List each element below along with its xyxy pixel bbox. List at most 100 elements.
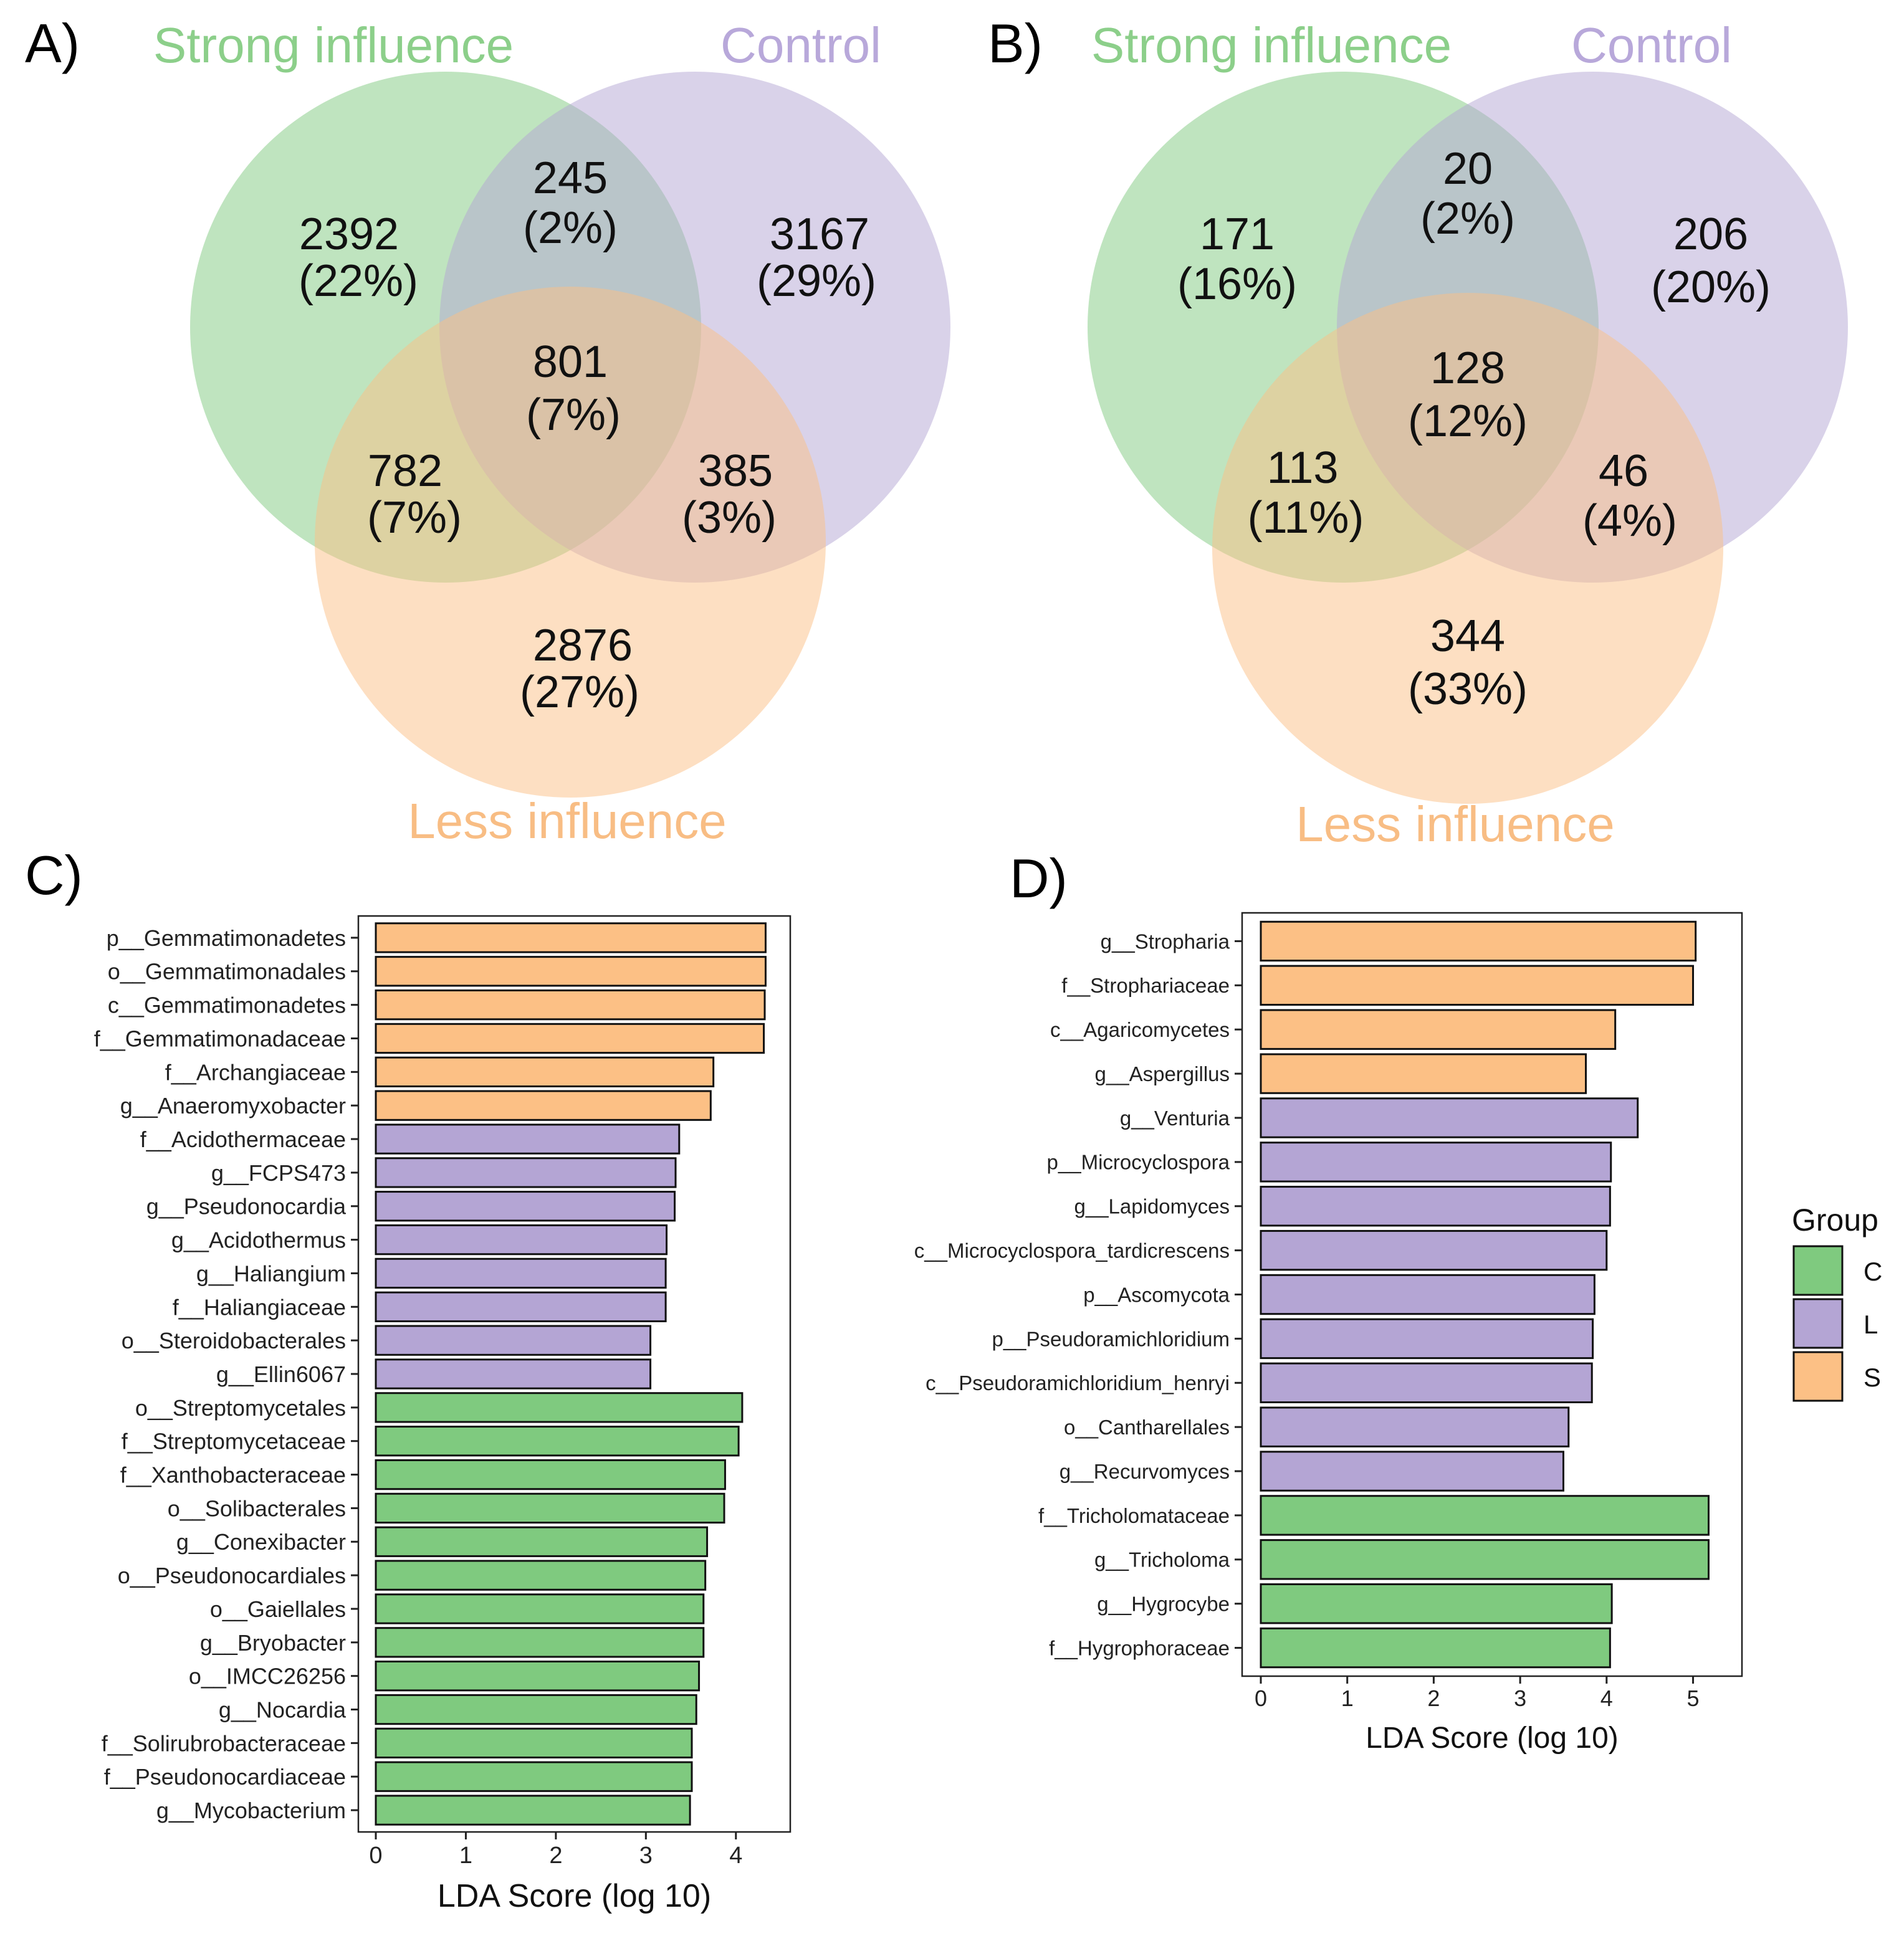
chart-c-x-axis-title: LDA Score (log 10) xyxy=(438,1878,711,1914)
panel-label-d: D) xyxy=(1010,847,1068,909)
chart-c-bar xyxy=(375,1426,740,1457)
venn-a-pct-control-only: (29%) xyxy=(757,256,876,306)
chart-c-bar xyxy=(375,1191,676,1222)
chart-d-y-label: c__Microcyclospora_tardicrescens xyxy=(914,1239,1230,1262)
venn-b-count-less-only: 344 xyxy=(1430,611,1505,661)
chart-c-bar xyxy=(375,1358,652,1390)
chart-d-y-label: f__Tricholomataceae xyxy=(1038,1504,1230,1527)
chart-d-x-tick-label: 1 xyxy=(1341,1686,1354,1711)
legend-title: Group xyxy=(1792,1203,1878,1237)
venn-a-pct-less-only: (27%) xyxy=(520,667,639,717)
chart-d-bar xyxy=(1260,1583,1613,1624)
chart-c-bar xyxy=(375,1459,726,1490)
chart-d-bar xyxy=(1260,1362,1593,1403)
chart-d-bar xyxy=(1260,1318,1594,1360)
chart-c-bar xyxy=(375,1257,667,1289)
chart-c-y-label: f__Solirubrobacteraceae xyxy=(102,1730,346,1756)
chart-c-y-label: o__Gemmatimonadales xyxy=(108,959,346,985)
chart-d-bar xyxy=(1260,1142,1612,1183)
chart-c-y-label: g__Nocardia xyxy=(219,1697,347,1722)
venn-b-pct-control-less: (4%) xyxy=(1582,496,1677,546)
chart-d-y-label: o__Cantharellales xyxy=(1064,1416,1230,1439)
chart-c-bar xyxy=(375,1056,715,1087)
panel-label-b: B) xyxy=(988,12,1043,74)
lda-chart-c: p__Gemmatimonadetes o__Gemmatimonadales c_… xyxy=(94,915,792,1914)
venn-b-pct-control-only: (20%) xyxy=(1651,262,1771,312)
lda-chart-d: g__Stropharia f__Strophariaceae c__Agarico… xyxy=(914,912,1743,1755)
venn-a-pct-strong-less: (7%) xyxy=(367,493,462,543)
chart-c-y-label: g__Conexibacter xyxy=(176,1529,346,1555)
venn-b-circle-less xyxy=(1212,293,1723,804)
chart-d-y-label: g__Lapidomyces xyxy=(1074,1195,1230,1218)
venn-a-pct-strong-control: (2%) xyxy=(523,203,618,253)
chart-c-bar xyxy=(375,1325,652,1356)
venn-b-count-all: 128 xyxy=(1430,343,1505,393)
legend-swatch-l xyxy=(1792,1298,1844,1349)
group-legend: Group C L S xyxy=(1792,1203,1882,1402)
chart-d-y-label: g__Aspergillus xyxy=(1095,1062,1230,1085)
chart-d-y-label: g__Venturia xyxy=(1120,1107,1230,1130)
chart-c-bar xyxy=(375,1123,681,1155)
chart-c-y-label: o__Streptomycetales xyxy=(135,1395,346,1421)
legend-label-c: C xyxy=(1863,1257,1882,1286)
chart-c-y-label: g__FCPS473 xyxy=(211,1160,346,1186)
chart-c-y-label: g__Mycobacterium xyxy=(156,1798,346,1823)
chart-c-y-label: f__Streptomycetaceae xyxy=(122,1429,346,1454)
chart-d-bar xyxy=(1260,1451,1564,1492)
chart-c-x-tick-label: 0 xyxy=(369,1843,382,1869)
venn-b-count-control-only: 206 xyxy=(1673,209,1748,259)
chart-c-bar xyxy=(375,1392,744,1423)
chart-d-y-label: p__Ascomycota xyxy=(1083,1283,1230,1306)
chart-c-y-label: g__Bryobacter xyxy=(200,1630,346,1656)
chart-c-bar xyxy=(375,922,767,953)
chart-c-x-tick-label: 3 xyxy=(639,1843,653,1869)
venn-a-count-strong-only: 2392 xyxy=(299,209,399,259)
chart-c-y-label: o__Solibacterales xyxy=(168,1495,346,1521)
chart-d-bar xyxy=(1260,1495,1710,1536)
chart-c-y-label: o__Steroidobacterales xyxy=(122,1328,346,1353)
chart-c-bar xyxy=(375,1157,677,1188)
chart-d-x-tick-label: 2 xyxy=(1427,1686,1440,1711)
chart-c-bar xyxy=(375,1560,707,1591)
venn-a-pct-control-less: (3%) xyxy=(682,493,777,543)
chart-d-bar xyxy=(1260,1053,1587,1094)
venn-b-count-strong-control: 20 xyxy=(1443,144,1493,194)
chart-d-y-label: f__Strophariaceae xyxy=(1061,974,1230,997)
chart-d-x-axis-title: LDA Score (log 10) xyxy=(1366,1722,1619,1755)
legend-label-l: L xyxy=(1863,1310,1878,1339)
venn-a-circle-less xyxy=(315,287,826,798)
chart-c-bar xyxy=(375,1761,693,1792)
chart-c-y-label: g__Anaeromyxobacter xyxy=(120,1093,346,1118)
venn-b-pct-less-only: (33%) xyxy=(1408,664,1528,714)
venn-b-title-strong: Strong influence xyxy=(1091,17,1452,73)
chart-d-x-tick-label: 0 xyxy=(1255,1686,1267,1711)
chart-d-y-label: c__Agaricomycetes xyxy=(1050,1018,1230,1041)
venn-a-count-all: 801 xyxy=(533,337,608,387)
chart-d-bar xyxy=(1260,920,1697,962)
chart-d-bar xyxy=(1260,1229,1608,1271)
venn-b-pct-strong-control: (2%) xyxy=(1420,194,1515,244)
chart-c-y-label: o__IMCC26256 xyxy=(189,1664,346,1689)
venn-a-count-strong-control: 245 xyxy=(533,153,608,203)
chart-d-y-label: g__Hygrocybe xyxy=(1097,1593,1230,1616)
chart-d-y-label: g__Tricholoma xyxy=(1094,1548,1230,1571)
chart-d-y-label: c__Pseudoramichloridium_henryi xyxy=(926,1371,1230,1395)
chart-d-bar xyxy=(1260,1186,1611,1227)
panel-label-a: A) xyxy=(25,12,80,74)
chart-c-y-label: g__Acidothermus xyxy=(171,1228,346,1253)
chart-c-y-label: g__Pseudonocardia xyxy=(146,1194,347,1219)
chart-c-bar xyxy=(375,956,767,987)
chart-d-x-tick-label: 5 xyxy=(1687,1686,1700,1711)
venn-b-pct-all: (12%) xyxy=(1408,396,1528,446)
chart-c-y-label: g__Ellin6067 xyxy=(216,1361,346,1387)
venn-b-pct-strong-less: (11%) xyxy=(1248,493,1364,543)
venn-a-pct-strong-only: (22%) xyxy=(299,256,418,306)
chart-c-x-tick-label: 4 xyxy=(729,1843,742,1869)
venn-b-count-strong-only: 171 xyxy=(1200,209,1275,259)
chart-c-y-label: f__Haliangiaceae xyxy=(173,1294,346,1320)
chart-d-bar xyxy=(1260,965,1695,1006)
chart-c-y-label: o__Gaiellales xyxy=(210,1596,346,1622)
chart-c-bar xyxy=(375,1526,709,1557)
chart-c-bar xyxy=(375,1727,693,1759)
